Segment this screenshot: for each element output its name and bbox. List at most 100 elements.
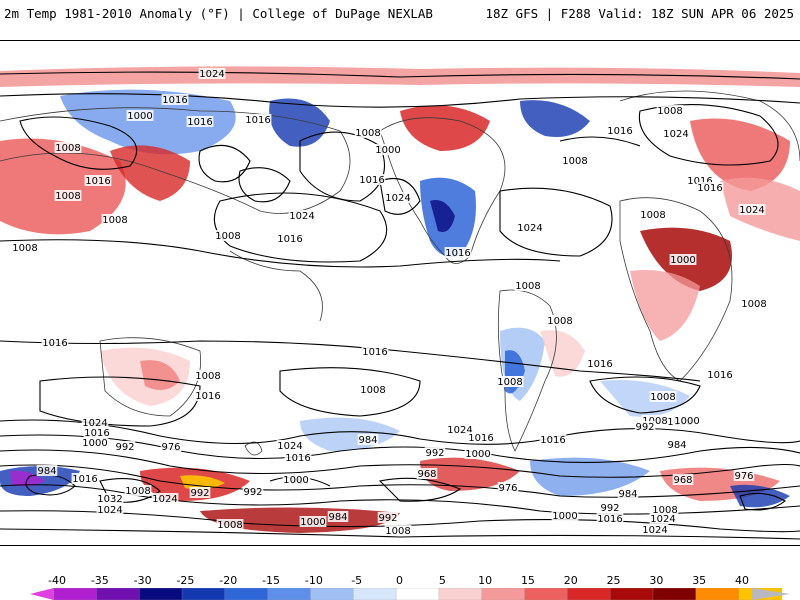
isobar-label: 1024 [447, 425, 472, 436]
isobar-label: 1016 [607, 126, 632, 137]
isobar-label-bg [738, 204, 766, 215]
colorbar-bin [353, 588, 397, 600]
isobar-label-bg [497, 482, 519, 493]
isobar-label-bg [740, 298, 768, 309]
isobar-label: 1008 [547, 316, 572, 327]
colorbar-tick-label: -35 [90, 574, 109, 587]
colorbar-tick-label: -5 [351, 574, 363, 587]
isobar-label-bg [160, 441, 182, 452]
isobar-label: 1016 [84, 428, 109, 439]
colorbar-bin [267, 588, 312, 600]
isobar-label-bg [669, 254, 697, 265]
colorbar-bin [481, 588, 526, 600]
isobar-label-bg [496, 376, 524, 387]
colorbar-bin [395, 588, 440, 600]
isobar-label-bg [596, 513, 624, 524]
colorbar-tick-label: 40 [735, 574, 749, 587]
isobar-label: 1008 [360, 385, 385, 396]
isobar-label-bg [672, 474, 694, 485]
isobar-label-bg [194, 390, 222, 401]
isobar-label-bg [551, 510, 579, 521]
isobar-label: 1008 [657, 106, 682, 117]
isobar-label-bg [384, 192, 412, 203]
isobar-label: 1000 [127, 111, 152, 122]
isobar-label-bg [214, 230, 242, 241]
isobar-label-bg [424, 447, 446, 458]
isobar-label-bg [124, 485, 152, 496]
isobar-label: 1000 [552, 511, 577, 522]
colorbar-strip [30, 588, 790, 600]
isobar-label-bg [198, 68, 226, 79]
isobar-label: 1000 [283, 475, 308, 486]
isobar-label-bg [416, 468, 438, 479]
isobar-label: 984 [37, 466, 56, 477]
isobar-label-bg [586, 358, 614, 369]
isobar-label-bg [71, 473, 99, 484]
isobar-label-bg [359, 384, 387, 395]
isobar-label-bg [81, 437, 109, 448]
isobar-label: 1016 [540, 435, 565, 446]
isobar-label: 1016 [195, 391, 220, 402]
isobar-label-bg [276, 440, 304, 451]
isobar-label: 1008 [650, 392, 675, 403]
isobar-label: 1016 [42, 338, 67, 349]
isobar-label-bg [696, 182, 724, 193]
isobar-label-bg [161, 94, 189, 105]
isobar-label: 1008 [217, 520, 242, 531]
colorbar-tick-labels: -40 -35 -30 -25 -20 -15 -10 -5 0 5 10 15 20 25 30 35 40 [0, 568, 800, 587]
colorbar-bin [224, 588, 269, 600]
isobar-label-bg [81, 417, 109, 428]
isobar-label-bg [656, 105, 684, 116]
isobar-label: 1016 [597, 514, 622, 525]
isobar-label: 1016 [362, 347, 387, 358]
colorbar-tick-label: -30 [133, 574, 152, 587]
isobar-label: 1008 [102, 215, 127, 226]
isobar-label-bg [649, 391, 677, 402]
isobar-label-bg [284, 452, 312, 463]
isobar-label-bg [216, 519, 244, 530]
isobar-label: 1000 [670, 255, 695, 266]
colorbar-bin [139, 588, 183, 600]
isobar-label: 1008 [355, 128, 380, 139]
isobar-label: 1024 [385, 193, 410, 204]
isobar-label-bg [662, 128, 690, 139]
isobar-label: 992 [190, 488, 209, 499]
isobar-label: 1024 [82, 418, 107, 429]
isobar-label-bg [83, 427, 111, 438]
isobar-label-bg [666, 439, 688, 450]
isobar-label: 1000 [300, 517, 325, 528]
isobar-label-bg [96, 493, 124, 504]
isobar-label-bg [36, 465, 58, 476]
isobar-label-bg [244, 114, 272, 125]
isobar-label-bg [186, 116, 214, 127]
isobar-label: 1016 [285, 453, 310, 464]
colorbar-bin [53, 588, 98, 600]
isobar-label: 1016 [245, 115, 270, 126]
isobar-label: 1000 [674, 416, 699, 427]
title-bar: 2m Temp 1981-2010 Anomaly (°F) | College… [0, 0, 800, 32]
isobar-label-bg [276, 233, 304, 244]
isobar-label: 1024 [663, 129, 688, 140]
colorbar-tick-label: -15 [262, 574, 281, 587]
isobar-label: 976 [498, 483, 517, 494]
isobar-label: 1016 [697, 183, 722, 194]
isobar-label: 1016 [359, 175, 384, 186]
colorbar-high-arrow [752, 588, 790, 600]
isobar-labels: 1024101610001008101610081016100810161008… [11, 68, 768, 537]
isobar-label-bg [361, 346, 389, 357]
isobar-label: 1016 [85, 176, 110, 187]
isobar-label-bg [299, 516, 327, 527]
isobar-label-bg [641, 415, 669, 426]
colorbar-tick-label: 35 [692, 574, 707, 587]
colorbar: -40 -35 -30 -25 -20 -15 -10 -5 0 5 10 15 20 25 30 35 40 [0, 568, 800, 600]
isobar-label-bg [11, 242, 39, 253]
isobar-label: 1008 [497, 377, 522, 388]
isobar-label: 1024 [199, 69, 224, 80]
isobar-label-bg [617, 488, 639, 499]
colorbar-bin [567, 588, 611, 600]
isobar-label: 1008 [125, 486, 150, 497]
isobar-label: 1024 [739, 205, 764, 216]
isobar-label: 1024 [97, 505, 122, 516]
isobar-label-bg [467, 432, 495, 443]
isobar-label-bg [101, 214, 129, 225]
